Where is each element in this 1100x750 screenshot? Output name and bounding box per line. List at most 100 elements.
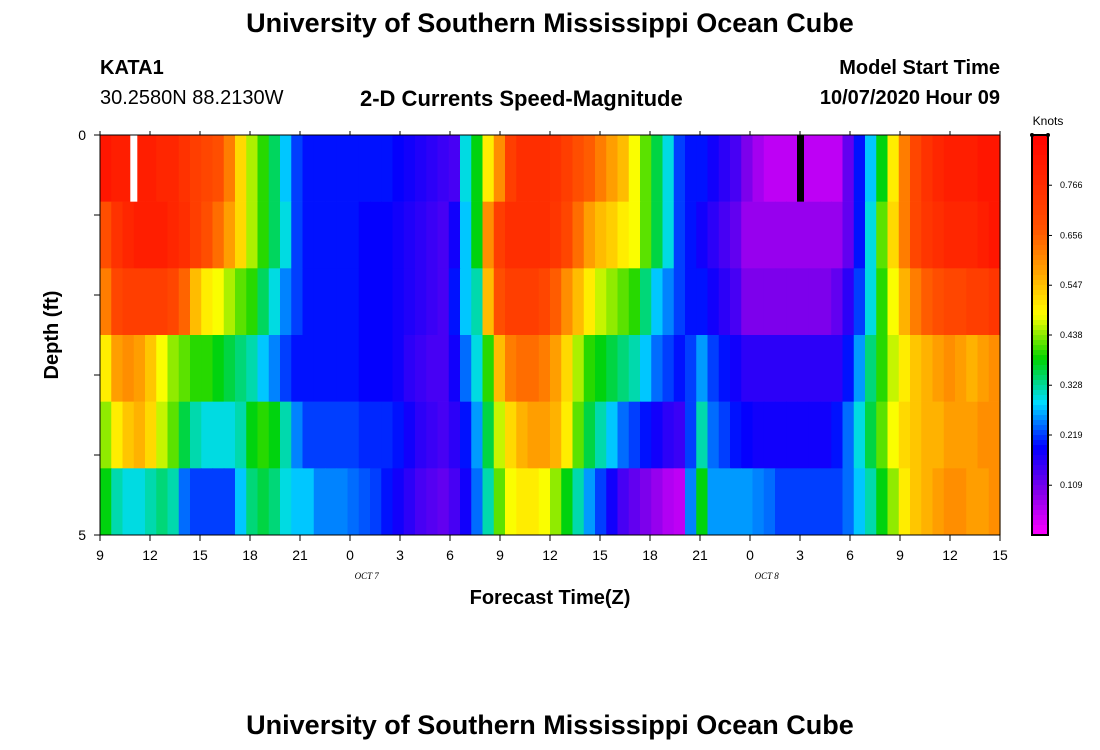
heatmap-cell	[932, 401, 945, 469]
heatmap-cell	[426, 201, 439, 269]
heatmap-cell	[628, 401, 641, 469]
heatmap-cell	[606, 468, 619, 536]
y-tick-label: 0	[78, 127, 86, 143]
heatmap-cell	[437, 401, 450, 469]
heatmap-cell	[268, 268, 281, 336]
heatmap-cell	[707, 135, 720, 202]
heatmap-cell	[201, 401, 214, 469]
heatmap-cell	[943, 401, 956, 469]
heatmap-cell	[336, 468, 349, 536]
heatmap-cell	[707, 401, 720, 469]
heatmap-cell	[482, 201, 495, 269]
heatmap-cell	[842, 268, 855, 336]
heatmap-cell	[730, 335, 742, 402]
heatmap-cell	[628, 268, 641, 336]
station-id: KATA1	[100, 57, 164, 79]
heatmap-cell	[640, 401, 652, 469]
heatmap-cell	[887, 401, 900, 469]
heatmap-cell	[730, 468, 742, 536]
heatmap-cell	[662, 401, 675, 469]
heatmap-cell	[212, 268, 225, 336]
heatmap-cell	[628, 201, 641, 269]
heatmap-cell	[291, 135, 304, 202]
heatmap-cell	[426, 468, 439, 536]
heatmap-cell	[212, 135, 225, 202]
colorbar-tick-label: 0.766	[1060, 180, 1083, 190]
heatmap-cell	[707, 335, 720, 402]
heatmap-cell	[235, 268, 247, 336]
heatmap-cell	[752, 201, 765, 269]
x-tick-label: 6	[446, 547, 454, 563]
heatmap-cell	[201, 468, 214, 536]
heatmap-cell	[673, 135, 686, 202]
heatmap-cell	[516, 201, 529, 269]
heatmap-cell	[640, 335, 652, 402]
colorbar-segment	[1032, 145, 1048, 151]
colorbar-segment	[1032, 460, 1048, 466]
heatmap-cell	[662, 335, 675, 402]
heatmap-cell	[291, 401, 304, 469]
colorbar-segment	[1032, 250, 1048, 256]
heatmap-cell	[392, 135, 405, 202]
heatmap-cell	[775, 468, 787, 536]
heatmap-cell	[876, 335, 889, 402]
heatmap-cell	[212, 201, 225, 269]
colorbar-segment	[1032, 320, 1048, 326]
heatmap-cell	[550, 468, 562, 536]
heatmap-cell	[842, 335, 855, 402]
heatmap-cell	[673, 335, 686, 402]
colorbar-segment	[1032, 375, 1048, 381]
heatmap-cell	[313, 335, 326, 402]
heatmap-cell	[111, 135, 124, 202]
heatmap-cell	[223, 468, 236, 536]
heatmap-cell	[190, 201, 202, 269]
heatmap-cell	[977, 468, 990, 536]
heatmap-cell	[820, 268, 832, 336]
heatmap-cells	[100, 135, 1001, 536]
heatmap-cell	[685, 268, 697, 336]
heatmap-cell	[122, 201, 135, 269]
heatmap-cell	[966, 268, 979, 336]
heatmap-cell	[145, 468, 157, 536]
heatmap-cell	[865, 401, 877, 469]
colorbar: 0.766 0.656 0.547 0.438 0.328 0.219 0.109	[1030, 133, 1083, 536]
heatmap-cell	[977, 268, 990, 336]
heatmap-cell	[640, 468, 652, 536]
heatmap-cell	[460, 468, 472, 536]
heatmap-cell	[302, 401, 315, 469]
heatmap-cell	[527, 335, 540, 402]
heatmap-cell	[223, 135, 236, 202]
heatmap-cell	[122, 335, 135, 402]
heatmap-cell	[662, 201, 675, 269]
colorbar-segment	[1032, 435, 1048, 441]
colorbar-segment	[1032, 315, 1048, 321]
model-start-label: Model Start Time	[839, 57, 1000, 79]
heatmap-cell	[370, 268, 382, 336]
heatmap-cell	[988, 401, 1001, 469]
heatmap-cell	[921, 401, 934, 469]
heatmap-cell	[538, 268, 551, 336]
heatmap-cell	[415, 468, 427, 536]
colorbar-segment	[1032, 170, 1048, 176]
heatmap-cell	[932, 468, 945, 536]
heatmap-cell	[493, 201, 506, 269]
heatmap-cell	[145, 135, 157, 202]
x-tick-label: 6	[846, 547, 854, 563]
colorbar-label: Knots	[1033, 114, 1064, 128]
heatmap-cell	[246, 401, 259, 469]
heatmap-cell	[628, 335, 641, 402]
heatmap-cell	[595, 135, 607, 202]
missing-data-marker	[797, 135, 804, 202]
colorbar-segment	[1032, 135, 1048, 141]
colorbar-segment	[1032, 265, 1048, 271]
heatmap-cell	[505, 335, 517, 402]
heatmap-cell	[673, 201, 686, 269]
colorbar-segment	[1032, 285, 1048, 291]
heatmap-cell	[167, 401, 180, 469]
heatmap-cell	[212, 335, 225, 402]
heatmap-cell	[932, 335, 945, 402]
heatmap-cell	[471, 401, 484, 469]
heatmap-cell	[257, 268, 270, 336]
heatmap-cell	[178, 135, 191, 202]
heatmap-cell	[685, 135, 697, 202]
